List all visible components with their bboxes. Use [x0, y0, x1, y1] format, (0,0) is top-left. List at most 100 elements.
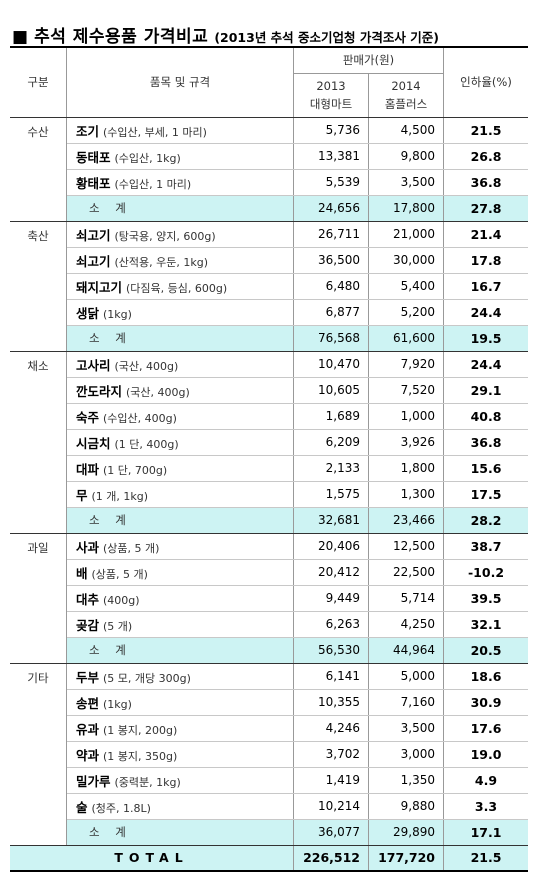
price-2014: 12,500: [368, 533, 444, 560]
table-row: 시금치 (1 단, 400g) 6,209 3,926 36.8: [10, 429, 528, 456]
total-2014: 177,720: [368, 844, 444, 872]
item-name: 두부: [76, 669, 100, 685]
price-2014: 3,926: [368, 429, 444, 456]
price-2013: 13,381: [293, 143, 369, 170]
price-2014: 3,000: [368, 741, 444, 768]
item-spec: (상품, 5 개): [91, 567, 148, 581]
category-cell: 기타: [10, 663, 67, 846]
item-name: 술: [76, 799, 88, 815]
item-name: 쇠고기: [76, 253, 111, 269]
item-name: 배: [76, 565, 88, 581]
price-2014: 1,350: [368, 767, 444, 794]
price-2013: 20,412: [293, 559, 369, 586]
item-name: 돼지고기: [76, 279, 123, 295]
title-subtitle: (2013년 추석 중소기업청 가격조사 기준): [214, 30, 439, 45]
price-2014: 5,714: [368, 585, 444, 612]
subtotal-label: 소 계: [66, 195, 294, 222]
item-cell: 밀가루 (중력분, 1kg): [66, 767, 294, 794]
subtotal-2014: 61,600: [368, 325, 444, 352]
subtotal-row: 소 계 56,530 44,964 20.5: [10, 637, 528, 664]
price-2013: 6,877: [293, 299, 369, 326]
item-cell: 유과 (1 봉지, 200g): [66, 715, 294, 742]
discount-rate: 17.6: [443, 715, 528, 742]
price-2014: 9,880: [368, 793, 444, 820]
price-2013: 4,246: [293, 715, 369, 742]
price-2013: 10,214: [293, 793, 369, 820]
subtotal-rate: 28.2: [443, 507, 528, 534]
item-cell: 쇠고기 (산적용, 우둔, 1kg): [66, 247, 294, 274]
price-2013: 9,449: [293, 585, 369, 612]
item-name: 사과: [76, 539, 100, 555]
discount-rate: 17.5: [443, 481, 528, 508]
item-cell: 술 (청주, 1.8L): [66, 793, 294, 820]
table-row: 무 (1 개, 1kg) 1,575 1,300 17.5: [10, 481, 528, 508]
table-body: 수산 조기 (수입산, 부세, 1 마리) 5,736 4,500 21.5 동태포 (수입산…: [10, 117, 528, 872]
price-2014: 4,250: [368, 611, 444, 638]
item-name: 곶감: [76, 617, 100, 633]
total-label: TOTAL: [10, 844, 294, 872]
item-name: 유과: [76, 721, 100, 737]
subtotal-label: 소 계: [66, 507, 294, 534]
discount-rate: 32.1: [443, 611, 528, 638]
total-rate: 21.5: [443, 844, 528, 872]
subtotal-2014: 23,466: [368, 507, 444, 534]
subtotal-label: 소 계: [66, 819, 294, 846]
item-spec: (수입산, 400g): [103, 411, 177, 425]
table-row: 수산 조기 (수입산, 부세, 1 마리) 5,736 4,500 21.5: [10, 117, 528, 222]
item-name: 깐도라지: [76, 383, 123, 399]
item-cell: 사과 (상품, 5 개): [66, 533, 294, 560]
discount-rate: 36.8: [443, 169, 528, 196]
item-name: 고사리: [76, 357, 111, 373]
table-row: 돼지고기 (다짐육, 등심, 600g) 6,480 5,400 16.7: [10, 273, 528, 300]
item-cell: 황태포 (수입산, 1 마리): [66, 169, 294, 196]
price-2013: 1,689: [293, 403, 369, 430]
price-2014: 7,160: [368, 689, 444, 716]
item-name: 황태포: [76, 175, 111, 191]
header-2014: 2014 홈플러스: [368, 73, 444, 118]
item-name: 송편: [76, 695, 100, 711]
price-2013: 6,480: [293, 273, 369, 300]
item-cell: 깐도라지 (국산, 400g): [66, 377, 294, 404]
table-row: 깐도라지 (국산, 400g) 10,605 7,520 29.1: [10, 377, 528, 404]
price-2014: 30,000: [368, 247, 444, 274]
item-cell: 조기 (수입산, 부세, 1 마리): [66, 117, 294, 144]
item-spec: (1 단, 700g): [103, 463, 168, 477]
item-spec: (5 개): [103, 619, 133, 633]
table-row: 동태포 (수입산, 1kg) 13,381 9,800 26.8: [10, 143, 528, 170]
table-row: 대추 (400g) 9,449 5,714 39.5: [10, 585, 528, 612]
price-2014: 3,500: [368, 715, 444, 742]
item-spec: (상품, 5 개): [103, 541, 160, 555]
item-name: 대추: [76, 591, 100, 607]
price-2013: 10,605: [293, 377, 369, 404]
item-name: 약과: [76, 747, 100, 763]
price-2013: 36,500: [293, 247, 369, 274]
price-2013: 1,575: [293, 481, 369, 508]
item-cell: 약과 (1 봉지, 350g): [66, 741, 294, 768]
discount-rate: 19.0: [443, 741, 528, 768]
item-cell: 돼지고기 (다짐육, 등심, 600g): [66, 273, 294, 300]
discount-rate: 26.8: [443, 143, 528, 170]
price-2013: 5,736: [293, 117, 369, 144]
discount-rate: 4.9: [443, 767, 528, 794]
table-row: 채소 고사리 (국산, 400g) 10,470 7,920 24.4: [10, 351, 528, 534]
item-spec: (청주, 1.8L): [91, 801, 151, 815]
subtotal-label: 소 계: [66, 325, 294, 352]
item-cell: 대파 (1 단, 700g): [66, 455, 294, 482]
discount-rate: 21.5: [443, 117, 528, 144]
item-spec: (수입산, 부세, 1 마리): [103, 125, 207, 139]
item-name: 생닭: [76, 305, 100, 321]
category-cell: 수산: [10, 117, 67, 222]
price-2014: 1,000: [368, 403, 444, 430]
subtotal-2013: 24,656: [293, 195, 369, 222]
item-spec: (400g): [103, 593, 140, 607]
item-cell: 송편 (1kg): [66, 689, 294, 716]
subtotal-rate: 17.1: [443, 819, 528, 846]
header-year-2014: 2014: [391, 79, 421, 93]
discount-rate: 16.7: [443, 273, 528, 300]
table-row: 기타 두부 (5 모, 개당 300g) 6,141 5,000 18.6: [10, 663, 528, 846]
table-row: 유과 (1 봉지, 200g) 4,246 3,500 17.6: [10, 715, 528, 742]
discount-rate: 15.6: [443, 455, 528, 482]
discount-rate: 30.9: [443, 689, 528, 716]
price-2014: 7,920: [368, 351, 444, 378]
subtotal-row: 소 계 76,568 61,600 19.5: [10, 325, 528, 352]
